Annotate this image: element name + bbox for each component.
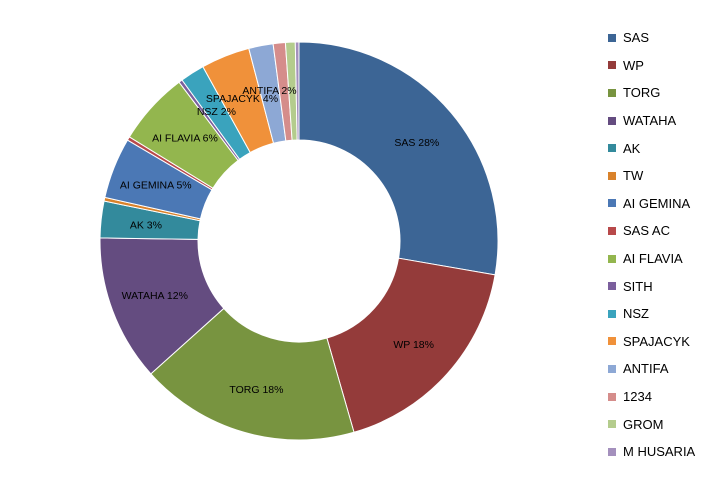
slice-label-antifa: ANTIFA 2% <box>242 85 296 97</box>
legend-label: M HUSARIA <box>623 444 696 460</box>
legend-item-sas-ac: SAS AC <box>608 217 695 245</box>
legend-item-ai-flavia: AI FLAVIA <box>608 245 695 273</box>
slice-label-spajacyk: SPAJACYK 4% <box>206 93 278 105</box>
legend-swatch <box>608 199 616 208</box>
slice-torg <box>150 307 355 441</box>
legend-swatch <box>608 144 616 153</box>
slice-label-nsz: NSZ 2% <box>197 106 236 118</box>
legend: SAS WP TORG WATAHA AK TW AI GEMINA SAS AC AI FLA… <box>608 24 695 466</box>
legend-label: TORG <box>623 85 661 101</box>
legend-swatch <box>608 254 616 263</box>
legend-item-torg: TORG <box>608 79 695 107</box>
legend-item-sas: SAS <box>608 24 695 52</box>
legend-swatch <box>608 309 616 318</box>
legend-label: NSZ <box>623 306 649 322</box>
legend-item-grom: GROM <box>608 410 695 438</box>
legend-label: WATAHA <box>623 113 677 129</box>
legend-label: TW <box>623 168 644 184</box>
slice-label-ai-flavia: AI FLAVIA 6% <box>152 132 218 144</box>
legend-label: SAS <box>623 30 650 46</box>
legend-item-wp: WP <box>608 52 695 80</box>
legend-label: 1234 <box>623 389 652 405</box>
legend-label: AI GEMINA <box>623 195 691 211</box>
legend-item-nsz: NSZ <box>608 300 695 328</box>
legend-swatch <box>608 282 616 291</box>
legend-swatch <box>608 447 616 456</box>
slice-m-husaria <box>294 41 300 141</box>
legend-item-m-husaria: M HUSARIA <box>608 438 695 466</box>
slice-wp <box>326 257 496 433</box>
legend-item-spajacyk: SPAJACYK <box>608 328 695 356</box>
legend-item-tw: TW <box>608 162 695 190</box>
legend-swatch <box>608 33 616 42</box>
legend-item-wataha: WATAHA <box>608 107 695 135</box>
legend-label: ANTIFA <box>623 361 669 377</box>
slice-label-ai-gemina: AI GEMINA 5% <box>120 179 192 191</box>
legend-swatch <box>608 116 616 125</box>
legend-swatch <box>608 171 616 180</box>
legend-label: GROM <box>623 416 664 432</box>
slice-label-torg: TORG 18% <box>229 384 283 396</box>
legend-label: AK <box>623 140 641 156</box>
legend-label: SAS AC <box>623 223 670 239</box>
legend-swatch <box>608 61 616 70</box>
slice-sas <box>298 41 499 276</box>
legend-label: SITH <box>623 278 653 294</box>
donut-slices <box>99 41 499 441</box>
legend-label: SPAJACYK <box>623 333 690 349</box>
legend-swatch <box>608 364 616 373</box>
slice-label-wataha: WATAHA 12% <box>122 290 188 302</box>
legend-label: AI FLAVIA <box>623 251 683 267</box>
slice-label-wp: WP 18% <box>393 339 434 351</box>
slice-labels: SAS 28% WP 18% TORG 18% WATAHA 12% AK 3% AI G… <box>120 85 439 396</box>
legend-swatch <box>608 420 616 429</box>
legend-swatch <box>608 337 616 346</box>
legend-item-ak: AK <box>608 134 695 162</box>
legend-swatch <box>608 392 616 401</box>
legend-item-sith: SITH <box>608 272 695 300</box>
legend-label: WP <box>623 57 644 73</box>
legend-swatch <box>608 88 616 97</box>
legend-item-1234: 1234 <box>608 383 695 411</box>
legend-item-ai-gemina: AI GEMINA <box>608 190 695 218</box>
legend-swatch <box>608 226 616 235</box>
slice-label-sas: SAS 28% <box>394 137 439 149</box>
legend-item-antifa: ANTIFA <box>608 355 695 383</box>
slice-label-ak: AK 3% <box>130 219 162 231</box>
